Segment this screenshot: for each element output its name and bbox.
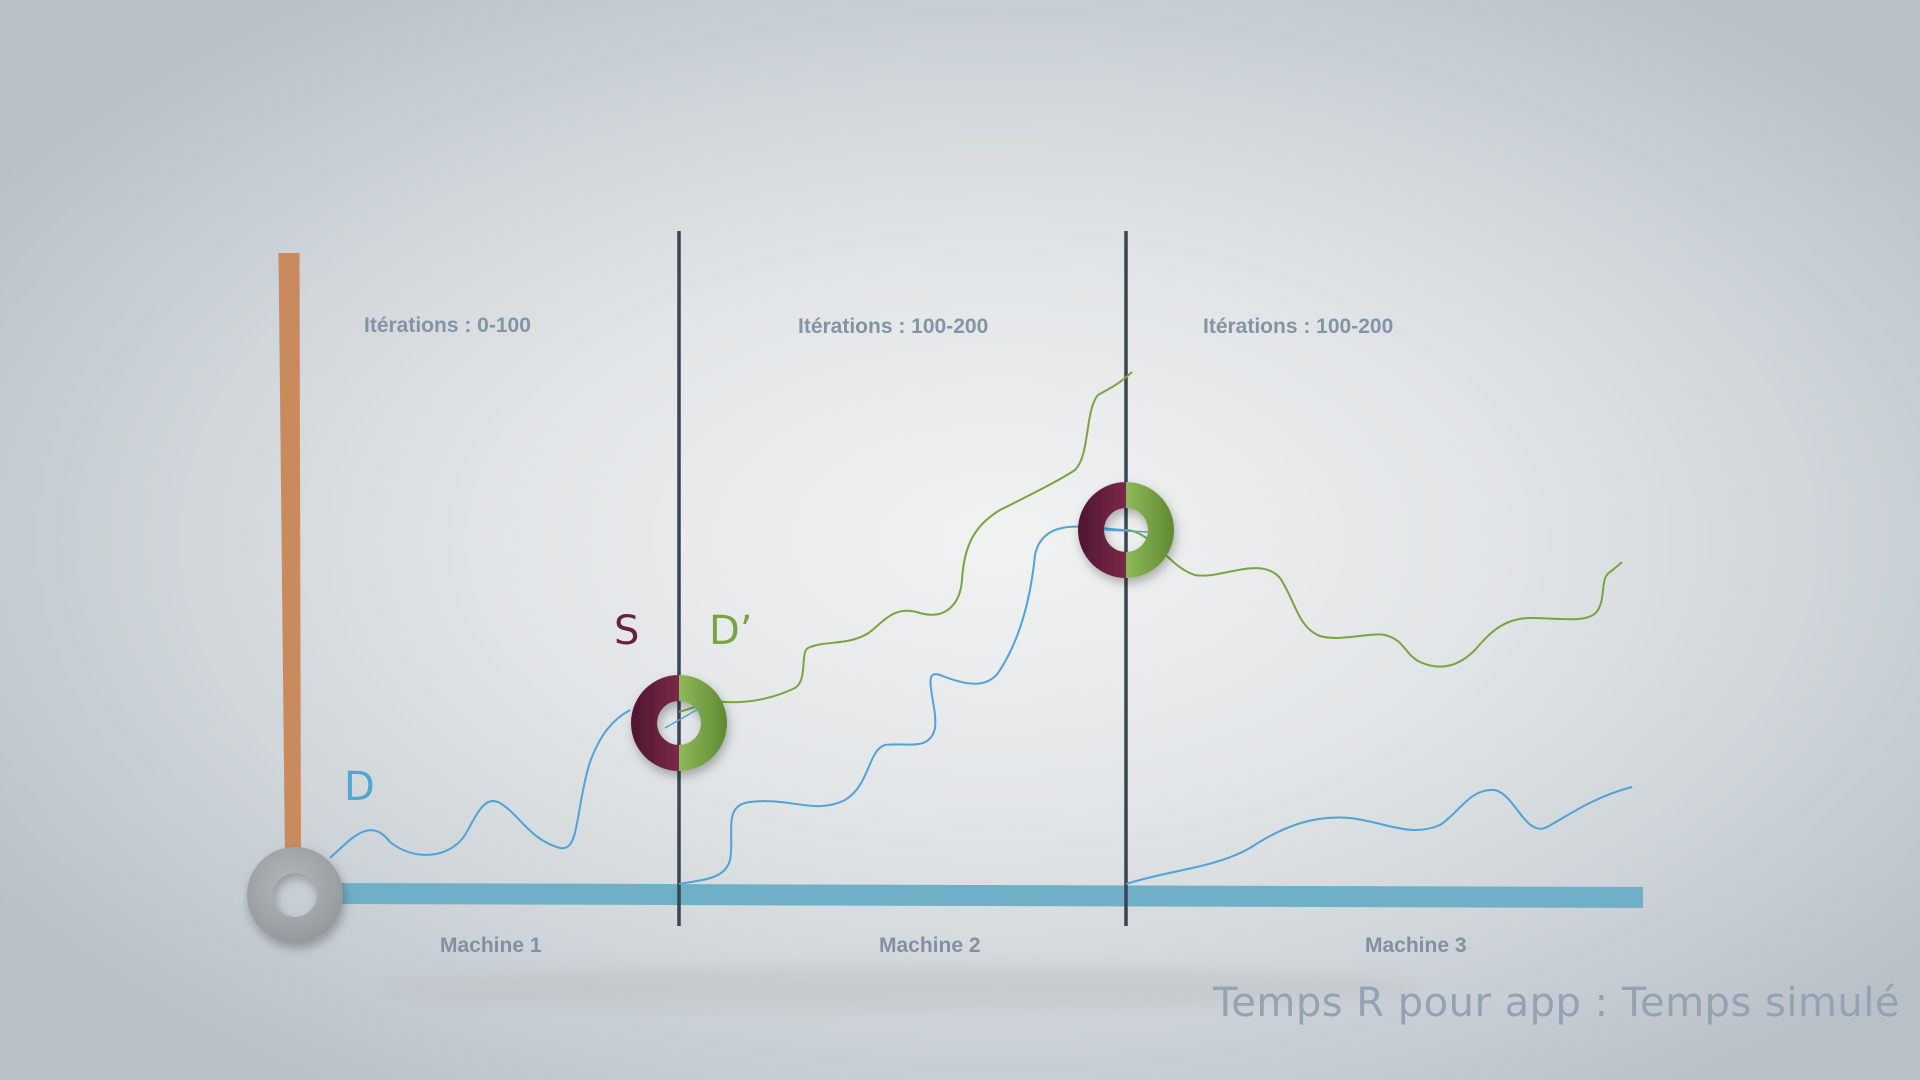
iterations-label-2: Itérations : 100-200 <box>798 315 989 338</box>
label-d-prime: D’ <box>709 608 753 654</box>
iterations-label-3: Itérations : 100-200 <box>1203 315 1394 338</box>
floor-shadow <box>380 966 1420 1010</box>
label-d: D <box>344 764 375 810</box>
vertical-axis-bar <box>278 253 301 862</box>
origin-node <box>247 847 343 943</box>
machine-label-2: Machine 2 <box>879 934 981 957</box>
blue-curve-d <box>329 525 1633 885</box>
split-node-1 <box>631 675 727 771</box>
split-node-2 <box>1078 482 1174 578</box>
label-s: S <box>614 608 640 654</box>
timeline-bar <box>330 883 1643 908</box>
green-curve-d-prime <box>678 371 1623 713</box>
machine-label-1: Machine 1 <box>440 934 542 957</box>
iterations-label-1: Itérations : 0-100 <box>364 314 531 337</box>
machine-label-3: Machine 3 <box>1365 934 1467 957</box>
caption-text: Temps R pour app : Temps simulé <box>1213 980 1900 1026</box>
